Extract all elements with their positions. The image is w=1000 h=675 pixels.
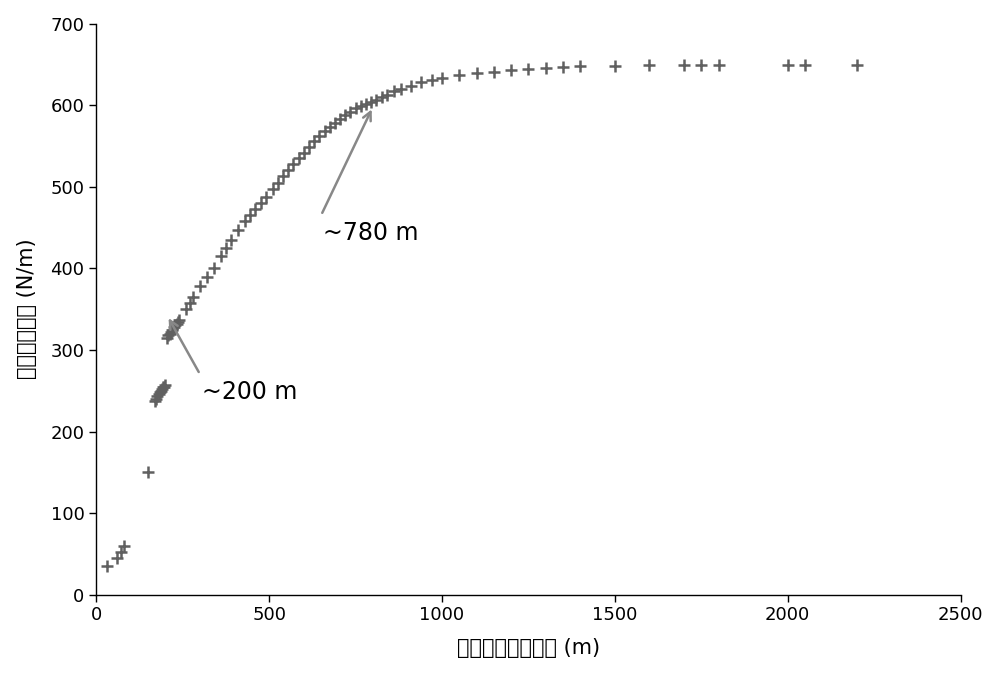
X-axis label: 钒井距断层核距离 (m): 钒井距断层核距离 (m) (457, 639, 600, 658)
Text: ~780 m: ~780 m (323, 221, 418, 245)
Text: ~200 m: ~200 m (202, 380, 297, 404)
Y-axis label: 累积裂缝密度 (N/m): 累积裂缝密度 (N/m) (17, 239, 37, 379)
